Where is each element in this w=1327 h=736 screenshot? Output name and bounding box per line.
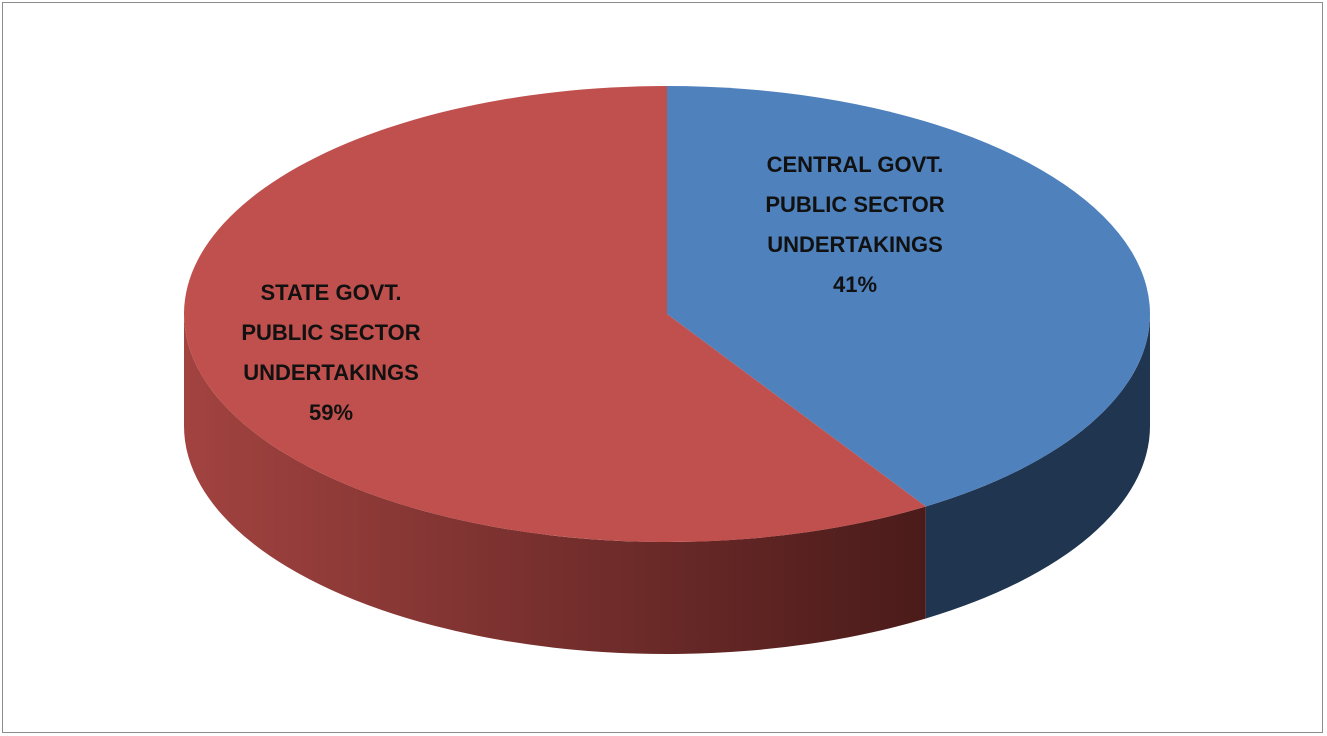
slice-side-state — [183, 314, 926, 654]
slice-central — [667, 86, 1150, 507]
pie-group — [183, 86, 1150, 654]
data-label-central: CENTRAL GOVT. PUBLIC SECTOR UNDERTAKINGS 41… — [765, 152, 944, 297]
slice-side-central — [925, 314, 1150, 619]
label-group: CENTRAL GOVT. PUBLIC SECTOR UNDERTAKINGS 41… — [241, 152, 944, 425]
slice-state — [183, 86, 926, 542]
data-label-state: STATE GOVT. PUBLIC SECTOR UNDERTAKINGS 59% — [241, 280, 420, 425]
